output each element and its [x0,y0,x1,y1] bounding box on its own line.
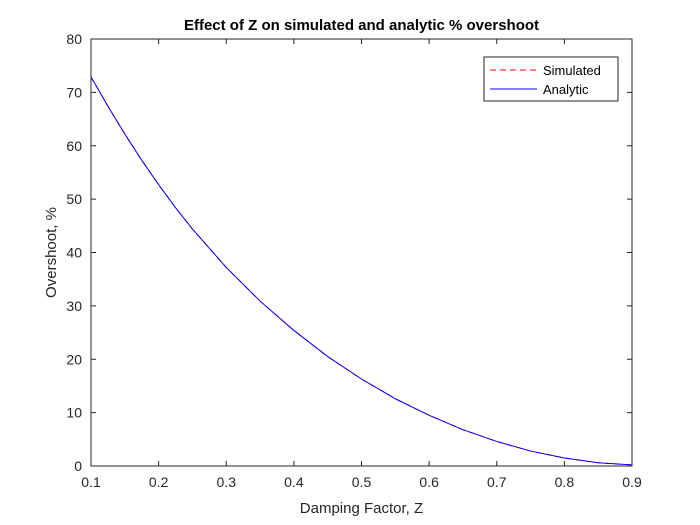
x-tick-label: 0.6 [419,474,439,490]
y-axis-label: Overshoot, % [43,207,60,298]
series-line-analytic [90,76,633,466]
legend-label-simulated: Simulated [543,63,601,78]
x-tick-label: 0.3 [217,474,237,490]
x-tick-label: 0.2 [149,474,169,490]
tick-layer: 0.1 0.2 0.3 0.4 0.5 0.6 0.7 0.8 0.9 0 10 20 30 40 50 60… [66,31,642,490]
legend: Simulated Analytic [483,56,619,102]
x-tick-label: 0.7 [487,474,507,490]
chart-title: Effect of Z on simulated and analytic % … [184,17,539,34]
y-tick-label: 10 [66,405,82,421]
y-tick-label: 30 [66,298,82,314]
x-axis-label: Damping Factor, Z [300,500,423,517]
legend-label-analytic: Analytic [543,82,589,97]
plot-area [91,39,632,466]
x-tick-label: 0.1 [81,474,101,490]
y-tick-label: 20 [66,351,82,367]
y-tick-label: 50 [66,191,82,207]
x-tick-label: 0.9 [622,474,642,490]
x-tick-label: 0.8 [555,474,575,490]
plot-border [90,38,633,467]
y-tick-label: 80 [66,31,82,47]
x-tick-label: 0.4 [284,474,304,490]
y-tick-label: 0 [74,458,82,474]
y-tick-label: 60 [66,138,82,154]
series-layer [90,76,633,466]
y-tick-label: 70 [66,84,82,100]
y-tick-label: 40 [66,245,82,261]
x-tick-label: 0.5 [352,474,372,490]
legend-box [483,56,619,102]
